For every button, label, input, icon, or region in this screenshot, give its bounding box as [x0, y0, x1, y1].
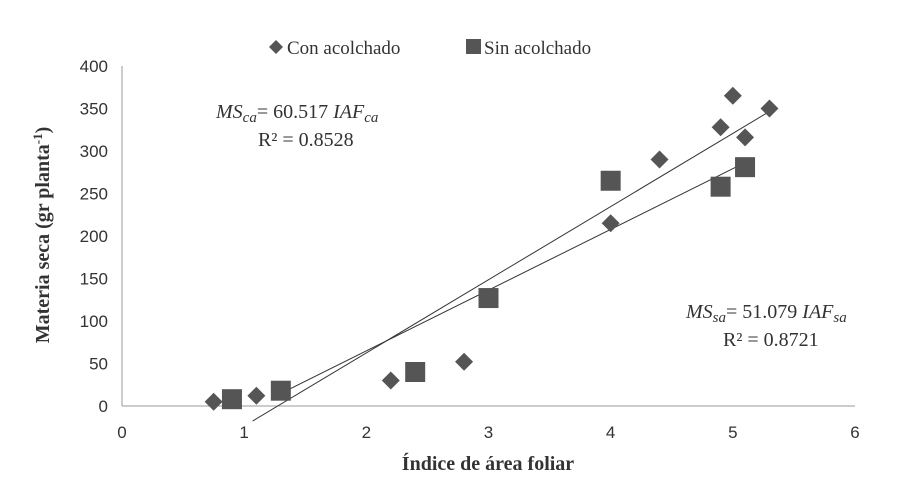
- legend-item-sin-acolchado: Sin acolchado: [466, 38, 591, 59]
- data-point-sin-acolchado: [478, 288, 499, 309]
- legend-label-con-acolchado: Con acolchado: [287, 38, 400, 59]
- data-point-con-acolchado: [736, 128, 755, 147]
- trendlines: [252, 111, 770, 422]
- data-point-sin-acolchado: [735, 157, 756, 178]
- equation-annotation-con-acolchado: MSca= 60.517 IAFca R² = 0.8528: [215, 101, 378, 151]
- equation-con-acolchado: MSca= 60.517 IAFca: [215, 101, 378, 126]
- y-tick-labels: 0 50 100 150 200 250 300 350 400: [80, 57, 108, 416]
- y-tick-label: 200: [80, 227, 108, 246]
- legend-item-con-acolchado: Con acolchado: [269, 38, 400, 59]
- x-tick-label: 2: [362, 423, 371, 442]
- legend-label-sin-acolchado: Sin acolchado: [484, 38, 591, 59]
- y-tick-label: 400: [80, 57, 108, 76]
- trendline-con-acolchado: [252, 111, 770, 422]
- y-tick-label: 250: [80, 185, 108, 204]
- x-tick-label: 4: [606, 423, 615, 442]
- legend: Con acolchado Sin acolchado: [269, 38, 591, 59]
- diamond-marker-icon: [269, 40, 283, 54]
- data-points: [204, 86, 779, 411]
- x-axis-title: Índice de área foliar: [402, 452, 575, 475]
- data-point-sin-acolchado: [405, 362, 426, 382]
- r-squared-sin-acolchado: R² = 0.8721: [723, 329, 819, 351]
- data-point-con-acolchado: [455, 352, 474, 371]
- y-axis-title-close: ): [32, 127, 54, 134]
- data-point-con-acolchado: [650, 150, 669, 169]
- y-axis-title-superscript: -1: [30, 133, 45, 144]
- data-point-sin-acolchado: [600, 170, 621, 191]
- y-tick-label: 300: [80, 142, 108, 161]
- x-tick-labels: 0 1 2 3 4 5 6: [117, 423, 859, 442]
- r-squared-con-acolchado: R² = 0.8528: [258, 129, 354, 151]
- y-tick-label: 350: [80, 100, 108, 119]
- data-point-con-acolchado: [723, 86, 742, 105]
- data-point-con-acolchado: [760, 99, 779, 118]
- y-axis-title: Materia seca (gr planta-1): [30, 127, 54, 344]
- y-tick-label: 150: [80, 270, 108, 289]
- square-marker-icon: [466, 39, 481, 54]
- data-point-con-acolchado: [711, 118, 730, 137]
- equation-annotation-sin-acolchado: MSsa= 51.079 IAFsa R² = 0.8721: [685, 301, 847, 351]
- x-tick-label: 0: [117, 423, 126, 442]
- equation-sin-acolchado: MSsa= 51.079 IAFsa: [685, 301, 847, 326]
- data-point-sin-acolchado: [710, 176, 731, 197]
- data-point-sin-acolchado: [270, 380, 291, 401]
- x-tick-label: 1: [239, 423, 248, 442]
- y-axis-title-main: Materia seca (gr planta: [32, 144, 54, 343]
- y-tick-label: 50: [89, 355, 108, 374]
- x-tick-label: 3: [484, 423, 493, 442]
- data-point-con-acolchado: [204, 392, 223, 411]
- x-tick-label: 6: [850, 423, 859, 442]
- x-tick-label: 5: [728, 423, 737, 442]
- trendline-sin-acolchado: [280, 162, 746, 394]
- data-point-sin-acolchado: [221, 389, 242, 410]
- data-point-con-acolchado: [247, 386, 266, 405]
- data-point-con-acolchado: [381, 371, 400, 390]
- y-tick-label: 100: [80, 312, 108, 331]
- data-point-con-acolchado: [601, 214, 620, 233]
- y-tick-label: 0: [99, 397, 108, 416]
